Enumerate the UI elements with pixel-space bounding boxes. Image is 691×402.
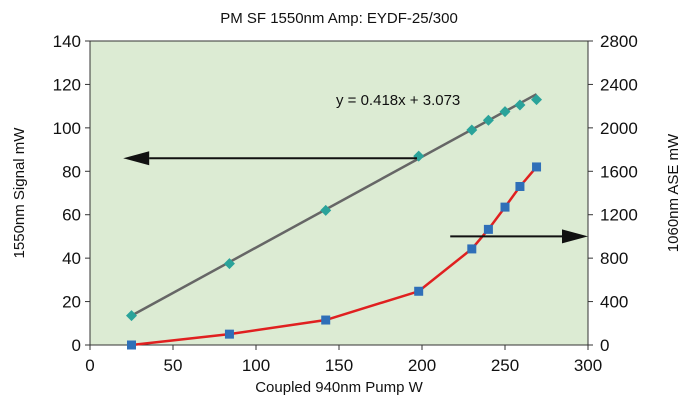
left-y-tick-label: 20 xyxy=(62,293,81,312)
data-point-ase xyxy=(321,315,331,325)
left-y-tick-label: 0 xyxy=(72,336,81,355)
data-point-signal xyxy=(126,310,137,322)
data-point-ase xyxy=(532,162,542,172)
data-point-ase xyxy=(467,244,477,254)
right-y-tick-label: 2400 xyxy=(600,75,638,94)
data-point-ase xyxy=(414,286,424,296)
axis-layer: 0 50 100 150 200 250 3000204060801001201400400… xyxy=(53,32,638,375)
left-y-tick-label: 40 xyxy=(62,249,81,268)
data-point-signal xyxy=(482,114,494,126)
x-tick-label: 50 xyxy=(164,356,183,375)
right-y-tick-label: 1200 xyxy=(600,206,638,225)
x-tick-label: 250 xyxy=(491,356,519,375)
chart-title: PM SF 1550nm Amp: EYDF-25/300 xyxy=(220,10,458,27)
right-y-tick-label: 2000 xyxy=(600,119,638,138)
data-point-ase xyxy=(224,329,234,339)
right-y-tick-label: 2800 xyxy=(600,32,638,51)
data-point-ase xyxy=(500,202,510,212)
right-y-tick-label: 400 xyxy=(600,293,628,312)
data-point-signal xyxy=(466,124,478,136)
left-y-tick-label: 120 xyxy=(53,75,81,94)
right-y-tick-label: 800 xyxy=(600,249,628,268)
left-y-tick-label: 80 xyxy=(62,162,81,181)
data-point-signal xyxy=(514,99,526,111)
x-tick-label: 300 xyxy=(574,356,602,375)
arrow-head-right-axis xyxy=(562,229,588,244)
x-tick-label: 100 xyxy=(242,356,270,375)
data-point-signal xyxy=(499,106,511,118)
left-y-axis-title: 1550nm Signal mW xyxy=(11,127,28,259)
arrow-layer xyxy=(123,151,588,244)
series-layer xyxy=(126,94,543,350)
right-y-axis-title: 1060nm ASE mW xyxy=(665,133,682,252)
data-point-ase xyxy=(515,181,525,191)
right-y-tick-label: 1600 xyxy=(600,162,638,181)
left-y-tick-label: 140 xyxy=(53,32,81,51)
x-axis-title: Coupled 940nm Pump W xyxy=(255,379,423,396)
data-point-ase xyxy=(483,224,493,234)
data-point-signal xyxy=(320,204,332,216)
data-point-signal xyxy=(531,94,543,106)
x-tick-label: 150 xyxy=(325,356,353,375)
left-y-tick-label: 60 xyxy=(62,206,81,225)
data-point-ase xyxy=(127,340,136,350)
left-y-tick-label: 100 xyxy=(53,119,81,138)
x-tick-label: 200 xyxy=(408,356,436,375)
trendline-equation: y = 0.418x + 3.073 xyxy=(336,92,460,109)
plot-area xyxy=(89,40,589,346)
data-point-signal xyxy=(223,258,235,270)
x-tick-label: 0 xyxy=(85,356,94,375)
arrow-head-left-axis xyxy=(123,151,150,166)
right-y-tick-label: 0 xyxy=(600,336,609,355)
